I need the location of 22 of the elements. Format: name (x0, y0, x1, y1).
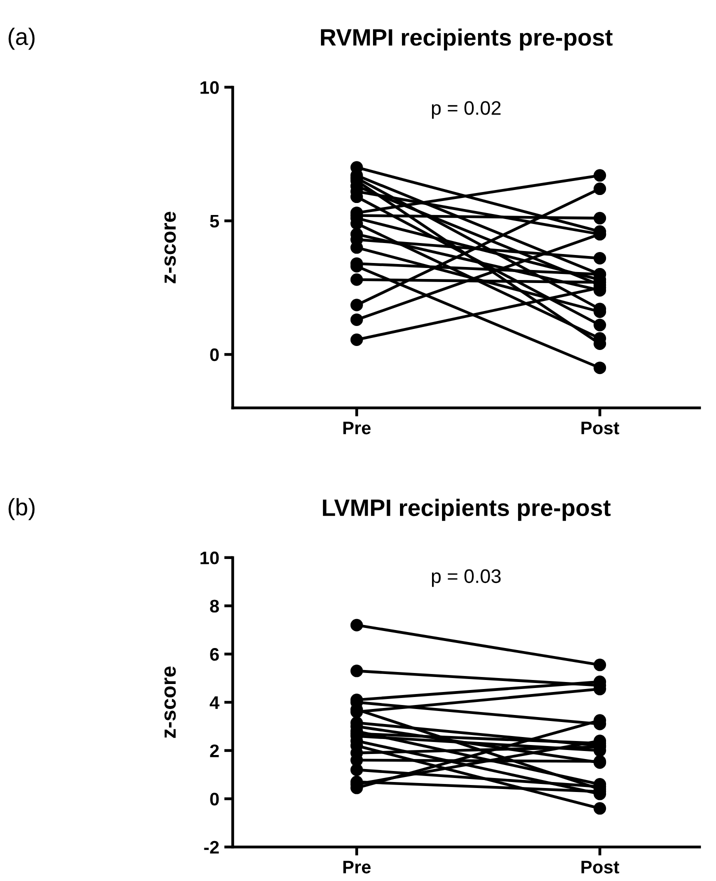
text: (b) (8, 498, 35, 520)
x-tick-label: Post (581, 860, 620, 874)
y-tick-label: 6 (210, 648, 219, 661)
annotation: p = 0.03 (432, 569, 501, 587)
annotation: p = 0.02 (432, 101, 501, 119)
y-tick-label: -2 (204, 840, 219, 854)
y-tick-label: 0 (210, 792, 219, 806)
y-tick-label: 8 (210, 600, 219, 613)
x-tick-label: Post (581, 422, 620, 434)
y-tick-label: 2 (210, 744, 219, 758)
chart-title: RVMPI recipients pre-post (320, 28, 613, 50)
chart-title: LVMPI recipients pre-post (322, 498, 611, 521)
text: (a) (8, 28, 35, 50)
y-tick-label: 10 (200, 552, 219, 564)
x-tick-label: Pre (343, 860, 371, 874)
x-tick-label: Pre (343, 422, 371, 434)
y-tick-label: 4 (210, 696, 220, 709)
y-tick-label: 5 (210, 214, 220, 228)
y-tick-label: 0 (210, 348, 219, 362)
y-axis-title: z-score (164, 212, 176, 284)
y-axis-title: z-score (164, 666, 176, 738)
y-tick-label: 10 (200, 81, 219, 94)
